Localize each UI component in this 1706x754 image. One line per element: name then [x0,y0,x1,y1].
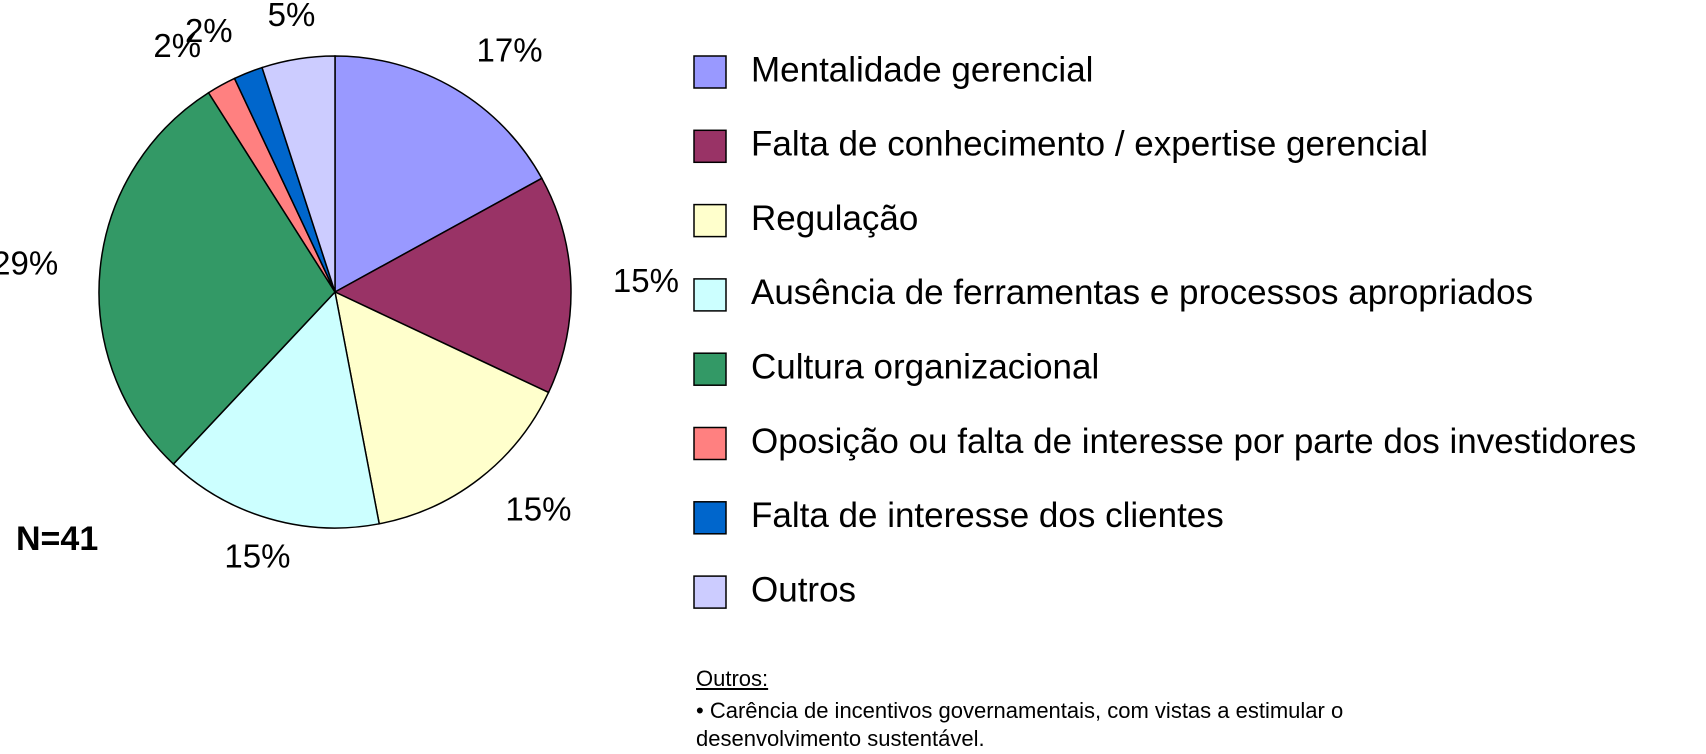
value-label: 17% [477,31,543,68]
pie-slice [333,177,572,394]
value-label: 29% [0,245,58,282]
legend-swatch [693,129,727,164]
legend-label: Regulação [751,199,918,238]
value-label: 5% [268,0,316,33]
note: • Carência de incentivos governamentais,… [696,698,1344,751]
value-label: 15% [224,538,290,575]
legend-swatch [693,352,727,386]
note-title: Outros: [696,666,769,691]
legend-swatch [693,278,727,312]
pie-slice [333,290,550,525]
pie-slice [172,290,381,529]
legend-swatch [693,501,727,535]
pie-slice [334,55,543,294]
value-label: 15% [505,490,571,527]
value-label: 2% [153,27,201,64]
value-label: 15% [613,262,679,299]
pie-slice [98,91,336,466]
legend-swatch [693,575,727,609]
legend-swatch [693,426,727,461]
legend-label: Mentalidade gerencial [751,50,1093,89]
annotation: N=41 [16,520,98,558]
legend-label: Falta de conhecimento / expertise gerenc… [751,125,1428,164]
legend-swatch [693,55,727,89]
legend-swatch [693,203,727,238]
legend-label: Outros [751,570,856,609]
legend-label: Falta de interesse dos clientes [751,496,1224,535]
value-label: 2% [185,12,233,49]
legend-label: Ausência de ferramentas e processos apro… [751,273,1533,312]
pie-slice [261,55,336,293]
legend-label: Oposição ou falta de interesse por parte… [751,422,1636,461]
legend-label: Cultura organizacional [751,347,1099,386]
